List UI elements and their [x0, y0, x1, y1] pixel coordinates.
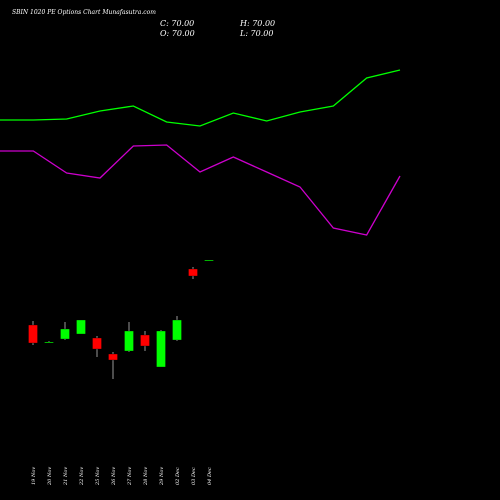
chart-title: SBIN 1020 PE Options Chart Munafasutra.c…: [12, 9, 156, 16]
candle-body: [140, 334, 150, 347]
x-tick-label: 27 Nov: [127, 467, 133, 486]
x-tick-label: 03 Dec: [191, 467, 197, 485]
x-tick-label: 02 Dec: [175, 467, 181, 485]
candle-body: [28, 324, 38, 344]
x-tick-label: 25 Nov: [95, 467, 101, 486]
candle-body: [124, 330, 134, 352]
x-tick-label: 19 Nov: [31, 467, 37, 485]
x-tick-label: 22 Nov: [79, 467, 85, 486]
candle-body: [156, 330, 166, 368]
ohlc-readout: O: 70.00: [160, 29, 195, 38]
x-tick-label: 26 Nov: [111, 467, 117, 486]
x-tick-label: 20 Nov: [47, 467, 53, 486]
indicator-line: [0, 69, 401, 127]
ohlc-readout: H: 70.00: [239, 19, 275, 28]
candle-body: [76, 319, 86, 335]
x-tick-label: 04 Dec: [207, 467, 213, 485]
x-tick-label: 28 Nov: [143, 467, 149, 486]
candle-body: [172, 319, 182, 341]
ohlc-readout: L: 70.00: [239, 29, 273, 38]
candle-body: [60, 328, 70, 340]
candle-body: [188, 268, 198, 277]
x-tick-label: 21 Nov: [63, 467, 69, 486]
ohlc-readout: C: 70.00: [160, 19, 194, 28]
indicator-line: [0, 144, 401, 236]
candle-body: [44, 341, 54, 344]
candle-body: [204, 259, 214, 262]
candle-body: [108, 353, 118, 361]
candle-body: [92, 337, 102, 350]
x-tick-label: 29 Nov: [159, 467, 165, 486]
